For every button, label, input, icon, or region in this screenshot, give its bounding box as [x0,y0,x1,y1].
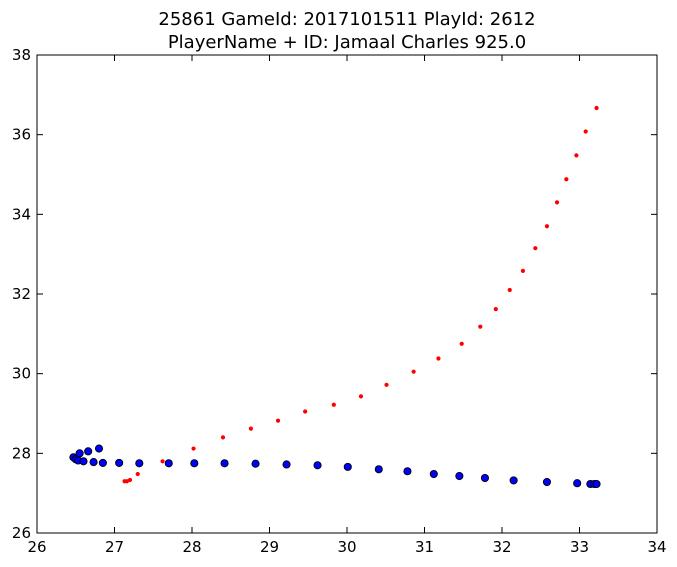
data-point-circle [251,459,260,468]
y-tick-label: 34 [12,205,31,223]
x-tick-label: 31 [415,538,434,556]
data-point-circle [220,459,229,468]
data-point-circle [75,449,84,458]
data-point-circle [282,460,291,469]
data-point-circle [190,459,199,468]
data-point-dot [436,356,441,361]
data-point-circle [115,458,124,467]
data-points [69,105,601,489]
data-point-circle [164,459,173,468]
y-tick-label: 38 [12,46,31,64]
x-tick-label: 29 [260,538,279,556]
data-point-dot [493,307,498,312]
plot-frame [36,54,658,534]
y-tick-label: 28 [12,444,31,462]
data-point-circle [84,447,93,456]
data-point-circle [480,473,490,483]
data-point-dot [358,394,364,399]
data-point-dot [127,477,133,483]
data-point-dot [384,382,389,387]
x-tick-label: 32 [492,538,511,556]
data-point-circle [403,467,412,476]
y-tick-label: 26 [12,524,31,542]
data-point-circle [89,458,98,467]
data-point-dot [520,268,526,273]
chart-title-line-1: 25861 GameId: 2017101511 PlayId: 2612 [158,9,535,30]
plot-area [37,55,657,533]
data-point-circle [98,458,107,467]
x-tick-label: 28 [182,538,201,556]
data-point-dot [554,200,560,205]
data-point-dot [160,459,165,464]
data-point-dot [507,287,512,293]
data-point-circle [79,457,88,466]
data-point-dot [459,341,464,346]
data-point-circle [509,476,518,485]
data-point-dot [411,369,416,374]
x-tick-label: 34 [647,538,666,556]
data-point-dot [544,224,550,229]
data-point-dot [220,435,226,440]
data-point-circle [542,477,552,487]
axis-tick-labels: 26 27 28 29 30 31 32 33 34 26 28 30 32 34 36 38 [12,46,667,556]
data-point-circle [429,469,438,479]
data-point-dot [478,324,483,329]
data-point-circle [135,459,144,468]
data-point-dot [564,177,569,182]
data-point-circle [592,479,601,489]
data-point-dot [533,246,538,251]
chart-title-line-2: PlayerName + ID: Jamaal Charles 925.0 [168,32,526,53]
data-point-dot [303,409,308,414]
data-point-dot [135,471,140,477]
data-point-circle [343,462,352,471]
data-point-dot [191,446,196,451]
data-point-circle [313,461,322,470]
data-point-dot [574,153,579,158]
data-point-circle [374,465,383,474]
data-point-dot [331,402,336,407]
data-point-circle [94,444,104,453]
data-point-circle [573,479,582,488]
data-point-dot [248,426,253,431]
x-tick-label: 26 [27,538,46,556]
data-point-dot [594,105,599,111]
data-point-dot [275,418,281,423]
x-tick-label: 33 [570,538,589,556]
data-point-circle [455,471,464,481]
x-tick-label: 30 [337,538,356,556]
y-tick-label: 32 [12,285,31,303]
y-tick-label: 36 [12,126,31,144]
x-tick-label: 27 [105,538,124,556]
data-point-dot [583,129,588,134]
y-tick-label: 30 [12,365,31,383]
